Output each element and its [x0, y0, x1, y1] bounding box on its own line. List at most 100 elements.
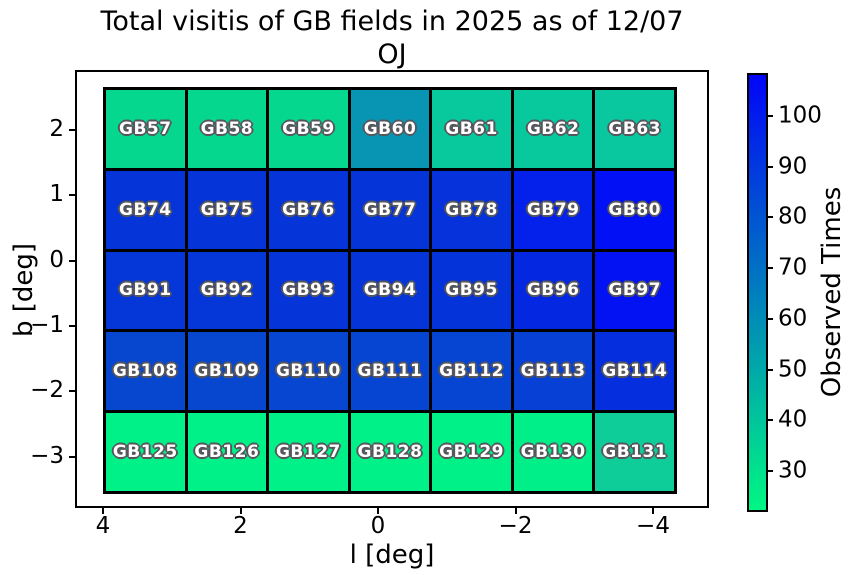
heatmap-cell-gb112: GB112 [432, 332, 511, 411]
cell-label: GB130 [520, 442, 586, 463]
cell-label: GB63 [608, 118, 661, 139]
cell-label: GB114 [602, 361, 668, 382]
heatmap-cell-gb108: GB108 [106, 332, 185, 411]
y-tick-label: −3 [30, 442, 64, 469]
cell-label: GB77 [363, 199, 417, 220]
cell-label: GB125 [112, 442, 178, 463]
y-tick-label: −1 [30, 311, 64, 338]
heatmap-cell-gb77: GB77 [350, 170, 430, 249]
colorbar-tick-label: 60 [778, 305, 808, 332]
heatmap-cell-gb96: GB96 [513, 251, 593, 330]
x-tick-label: 4 [95, 513, 111, 539]
colorbar-tick-label: 50 [778, 356, 808, 383]
cell-label: GB127 [275, 442, 341, 463]
heatmap-cell-gb60: GB60 [350, 90, 430, 168]
colorbar-tick-mark [767, 115, 773, 117]
y-tick-mark [69, 259, 75, 262]
heatmap-cell-gb80: GB80 [595, 170, 674, 249]
colorbar-tick-mark [767, 267, 773, 270]
cell-label: GB57 [118, 118, 172, 139]
x-tick-label: 2 [233, 513, 248, 539]
colorbar-gradient [747, 73, 768, 512]
y-tick-mark [69, 129, 75, 131]
cell-label: GB108 [112, 361, 178, 382]
heatmap-cell-gb75: GB75 [187, 170, 267, 249]
cell-label: GB93 [282, 280, 335, 301]
cell-label: GB80 [608, 199, 661, 220]
cell-label: GB91 [118, 280, 172, 301]
cell-label: GB79 [526, 199, 580, 220]
cell-label: GB110 [275, 361, 341, 382]
colorbar-tick-mark [767, 368, 773, 371]
heatmap-cell-gb129: GB129 [432, 413, 511, 491]
cell-label: GB131 [602, 442, 668, 463]
cell-label: GB61 [445, 118, 498, 139]
y-tick-mark [69, 324, 75, 327]
heatmap-cell-gb91: GB91 [106, 251, 185, 330]
colorbar-tick-label: 30 [778, 457, 808, 484]
colorbar-label: Observed Times [817, 186, 847, 398]
heatmap-cell-gb57: GB57 [106, 90, 185, 168]
y-tick-label: 2 [49, 115, 64, 142]
y-tick-label: −2 [30, 377, 64, 404]
cell-label: GB113 [520, 361, 586, 382]
colorbar-tick-mark [767, 469, 773, 472]
x-tick-mark [514, 508, 517, 514]
heatmap-cell-gb125: GB125 [106, 413, 185, 491]
cell-label: GB109 [194, 361, 260, 382]
y-tick-mark [69, 194, 75, 197]
heatmap-cell-gb113: GB113 [513, 332, 593, 411]
heatmap-cell-gb131: GB131 [595, 413, 674, 491]
heatmap-cell-gb92: GB92 [187, 251, 267, 330]
heatmap-cell-gb111: GB111 [350, 332, 430, 411]
heatmap-cell-gb94: GB94 [350, 251, 430, 330]
cell-label: GB128 [357, 442, 423, 463]
cell-label: GB96 [526, 280, 580, 301]
heatmap-cell-gb63: GB63 [595, 90, 674, 168]
x-tick-label: −4 [636, 513, 670, 539]
cell-label: GB60 [363, 118, 417, 139]
cell-label: GB76 [282, 199, 335, 220]
x-tick-label: 0 [370, 513, 386, 539]
x-tick-mark [102, 508, 104, 514]
heatmap-grid: GB57 GB58 GB59 GB60 GB61 GB62 GB63 GB74 GB75 GB76… [103, 87, 677, 494]
heatmap-cell-gb126: GB126 [187, 413, 267, 491]
colorbar-tick-label: 100 [778, 102, 822, 129]
colorbar-tick-mark [767, 419, 773, 422]
heatmap-cell-gb79: GB79 [513, 170, 593, 249]
cell-label: GB112 [439, 361, 505, 382]
heatmap-cell-gb62: GB62 [513, 90, 593, 168]
heatmap-cell-gb78: GB78 [432, 170, 511, 249]
cell-label: GB59 [282, 118, 335, 139]
x-tick-label: −2 [498, 513, 533, 539]
x-tick-mark [239, 508, 242, 514]
x-tick-mark [377, 508, 379, 514]
colorbar-tick-mark [767, 317, 773, 320]
heatmap-cell-gb97: GB97 [595, 251, 674, 330]
plot-title: Total visitis of GB fields in 2025 as of… [100, 6, 684, 37]
cell-label: GB94 [363, 280, 417, 301]
x-axis-label: l [deg] [349, 540, 435, 570]
cell-label: GB97 [608, 280, 661, 301]
heatmap-cell-gb127: GB127 [269, 413, 348, 491]
colorbar-tick-mark [767, 216, 773, 219]
heatmap-cell-gb130: GB130 [513, 413, 593, 491]
cell-label: GB78 [445, 199, 498, 220]
cell-label: GB92 [200, 280, 254, 301]
cell-label: GB129 [439, 442, 505, 463]
cell-label: GB126 [194, 442, 260, 463]
cell-label: GB75 [200, 199, 254, 220]
colorbar-tick-label: 40 [778, 406, 808, 433]
x-tick-mark [652, 508, 654, 514]
y-tick-label: 1 [49, 181, 64, 208]
heatmap-cell-gb109: GB109 [187, 332, 267, 411]
cell-label: GB74 [118, 199, 172, 220]
heatmap-cell-gb93: GB93 [269, 251, 348, 330]
cell-label: GB62 [526, 118, 580, 139]
y-tick-mark [69, 455, 75, 458]
heatmap-cell-gb58: GB58 [187, 90, 267, 168]
heatmap-cell-gb95: GB95 [432, 251, 511, 330]
colorbar-tick-label: 80 [778, 203, 808, 230]
colorbar-tick-label: 90 [778, 153, 808, 180]
